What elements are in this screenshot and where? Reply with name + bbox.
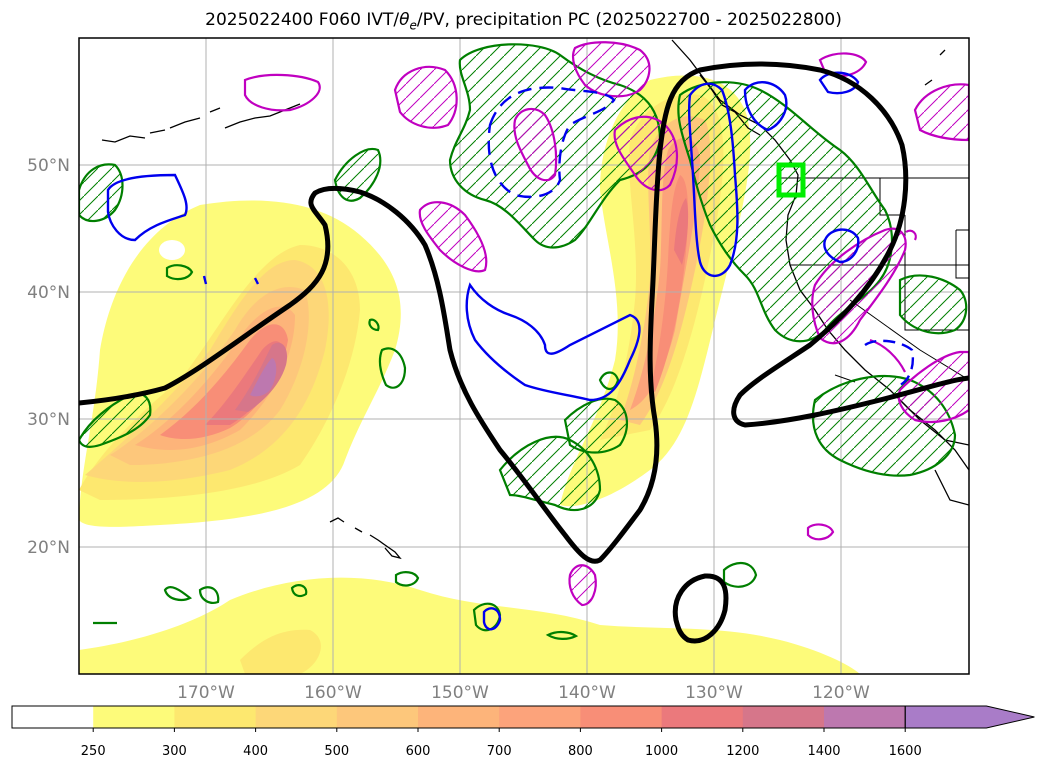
colorbar-tick-label: 800	[568, 744, 593, 759]
colorbar-segment	[418, 706, 500, 728]
colorbar-segment	[661, 706, 744, 728]
lat-label-30n: 30°N	[27, 410, 70, 430]
colorbar: 250 300 400 500 600 700 800 1000 1200 1400 1600	[11, 705, 1035, 759]
map-frame	[78, 37, 970, 675]
colorbar-segment	[93, 706, 175, 728]
lat-label-40n: 40°N	[27, 283, 70, 303]
lon-label-160w: 160°W	[304, 683, 362, 703]
colorbar-segment	[499, 706, 581, 728]
lon-label-120w: 120°W	[812, 683, 870, 703]
lon-label-140w: 140°W	[558, 683, 616, 703]
map-content	[79, 38, 969, 674]
colorbar-labels: 250 300 400 500 600 700 800 1000 1200 1400 1600	[81, 728, 922, 759]
lon-label-170w: 170°W	[177, 683, 235, 703]
colorbar-segment	[580, 706, 663, 728]
colorbar-tick-label: 400	[243, 744, 268, 759]
colorbar-tick-label: 1200	[726, 744, 759, 759]
colorbar-tick-label: 500	[324, 744, 349, 759]
theta-subscript: e	[409, 18, 417, 33]
colorbar-tick-label: 300	[162, 744, 187, 759]
theta-symbol: θ	[399, 10, 410, 30]
lon-label-130w: 130°W	[685, 683, 743, 703]
colorbar-tick-label: 700	[487, 744, 512, 759]
colorbar-tick-label: 1600	[889, 744, 922, 759]
colorbar-segment	[742, 706, 825, 728]
colorbar-tick-label: 1000	[645, 744, 678, 759]
highlight-box	[776, 162, 806, 198]
colorbar-tick-label: 250	[81, 744, 106, 759]
colorbar-segment	[824, 706, 906, 728]
colorbar-segment	[174, 706, 257, 728]
theta-e-contours	[79, 61, 969, 644]
colorbar-segment	[12, 706, 94, 728]
colorbar-segments	[12, 705, 1035, 729]
ivt-shading-south	[79, 577, 860, 674]
lon-label-150w: 150°W	[431, 683, 489, 703]
colorbar-tick-label: 1400	[807, 744, 840, 759]
map-title: 2025022400 F060 IVT/θe/PV, precipitation…	[205, 10, 842, 33]
lat-label-50n: 50°N	[27, 156, 70, 176]
colorbar-frame	[11, 705, 906, 729]
pv-alt-contours	[243, 41, 969, 607]
colorbar-segment	[904, 705, 1035, 729]
colorbar-segment	[255, 706, 338, 728]
ivt-shading-west	[79, 200, 401, 527]
colorbar-segment	[336, 706, 419, 728]
colorbar-tick-label: 600	[406, 744, 431, 759]
lat-label-20n: 20°N	[27, 538, 70, 558]
